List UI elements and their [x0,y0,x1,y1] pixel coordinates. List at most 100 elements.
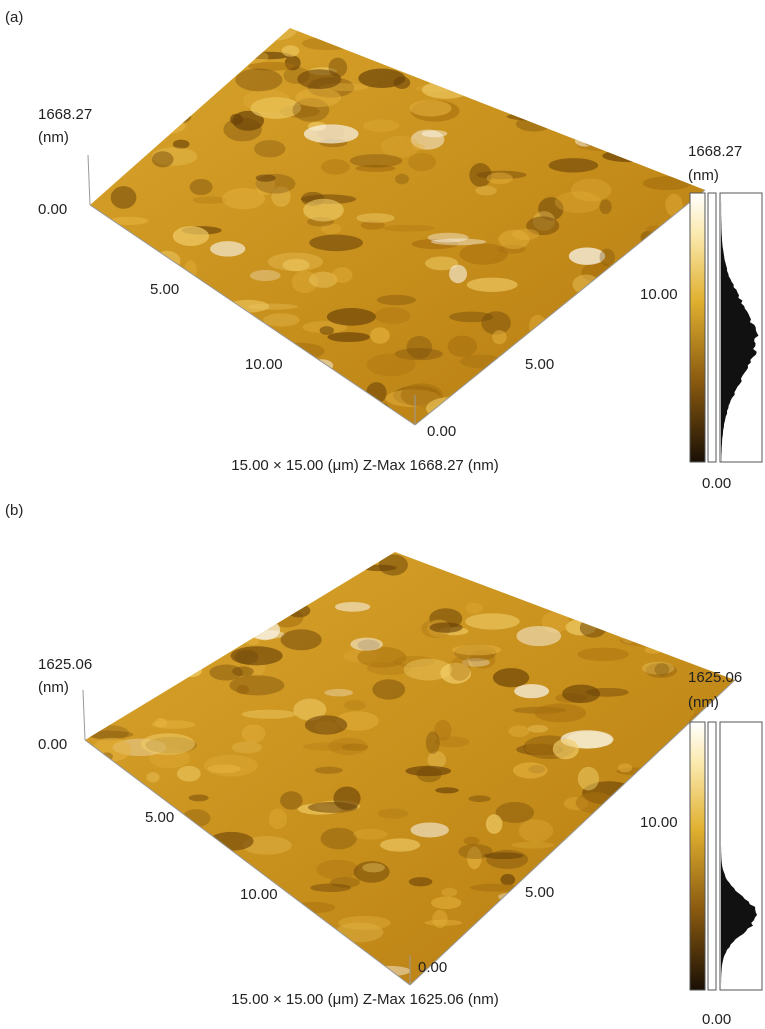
surface-feature [153,324,200,347]
surface-feature [429,622,462,632]
surface-feature [422,81,471,99]
surface-feature [153,348,188,355]
axis-tick-label: 10.00 [245,356,283,373]
surface-feature [459,978,493,990]
surface-feature [174,620,188,640]
surface-feature [705,619,748,627]
surface-feature [282,45,300,56]
surface-feature [508,101,547,108]
surface-feature [288,373,335,386]
surface-feature [335,602,370,612]
surface-feature [611,362,640,381]
surface-feature [288,394,326,407]
colorbar [690,722,705,990]
surface-feature [93,402,117,412]
surface-feature [289,416,320,433]
surface-feature [114,605,152,612]
surface-feature [477,927,532,943]
surface-feature [628,130,648,137]
z-axis [83,690,85,740]
surface-feature [170,110,192,124]
surface-feature [297,940,333,951]
surface-feature [324,544,350,564]
surface-feature [332,267,353,283]
origin-label: 0.00 [427,423,456,440]
surface-feature [103,47,130,69]
surface-feature [189,615,232,638]
surface-feature [327,967,346,983]
surface-feature [89,817,140,823]
surface-feature [242,710,297,719]
surface-feature [532,69,587,83]
surface-feature [467,278,518,292]
surface-feature [487,173,513,184]
surface-feature [126,830,165,852]
surface-feature [163,366,195,378]
surface-feature [223,117,261,141]
surface-feature [648,863,662,881]
surface-feature [495,410,539,428]
colorbar-max: 1625.06 [688,669,742,686]
surface-feature [327,332,369,342]
surface-feature [449,265,467,284]
caption: 15.00 × 15.00 (μm) Z-Max 1625.06 (nm) [231,991,499,1008]
surface-feature [92,65,116,88]
surface-feature [516,626,561,646]
surface-feature [465,613,520,629]
surface-feature [281,629,322,650]
surface-feature [174,405,222,413]
surface-feature [621,332,658,340]
surface-feature [641,231,656,244]
surface-feature [600,249,615,266]
surface-feature [116,104,168,126]
surface-feature [116,699,130,706]
surface-feature [465,603,482,614]
surface-feature [374,307,411,324]
surface-feature [363,119,399,131]
surface-feature [600,853,638,864]
surface-feature [82,360,122,372]
panel-label: (a) [5,9,23,26]
surface-feature [129,243,150,255]
colorbar [690,193,705,462]
surface-feature [672,32,717,49]
surface-feature [254,950,279,962]
surface-feature [232,666,254,676]
surface-feature [468,795,490,802]
surface-feature [584,909,610,933]
surface-feature [158,369,174,377]
surface-feature [417,976,458,985]
surface-feature [421,130,447,137]
surface-feature [229,966,251,977]
surface-feature [536,339,556,351]
surface-feature [310,359,333,371]
z-max-label: 1625.06 [38,656,92,673]
surface-feature [449,657,470,681]
z-max-label: 1668.27 [38,106,92,123]
surface-feature [480,47,523,62]
surface-feature [96,316,112,331]
surface-feature [318,964,331,974]
surface-feature [477,73,508,95]
surface-feature [249,18,297,40]
surface-feature [327,308,376,326]
surface-feature [479,380,491,401]
surface-feature [235,68,282,91]
surface-feature [121,568,177,590]
surface-feature [210,241,245,256]
surface-feature [528,725,548,733]
surface-feature [618,763,632,772]
surface-feature [469,163,491,187]
panel: (a)1668.27(nm)0.005.0010.0010.005.000.00… [5,9,762,492]
surface-feature [104,909,158,932]
surface-feature [406,336,432,359]
surface-feature [470,884,520,892]
surface-feature [471,80,499,94]
surface-feature [636,915,672,930]
surface-feature [576,72,622,82]
surface-feature [721,551,742,575]
surface-feature [497,77,531,96]
surface-feature [410,822,448,837]
surface-feature [190,179,213,195]
z-axis [88,155,90,205]
